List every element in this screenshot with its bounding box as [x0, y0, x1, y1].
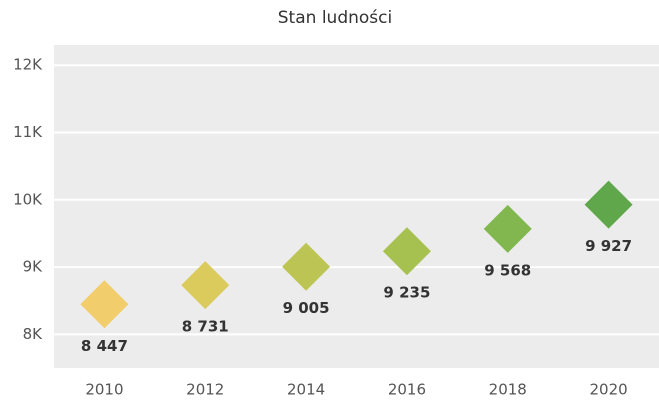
- y-tick-label: 11K: [13, 123, 43, 141]
- x-tick-label: 2020: [589, 381, 627, 399]
- y-tick-label: 12K: [13, 56, 43, 74]
- y-tick-label: 9K: [23, 258, 44, 276]
- data-label: 8 731: [182, 318, 229, 336]
- data-label: 9 235: [383, 284, 430, 302]
- data-label: 9 568: [484, 261, 531, 279]
- y-tick-label: 8K: [23, 325, 44, 343]
- data-label: 9 927: [585, 237, 632, 255]
- x-tick-label: 2014: [287, 381, 325, 399]
- y-tick-label: 10K: [13, 190, 43, 208]
- diamond-marker: [584, 180, 633, 229]
- diamond-marker: [80, 280, 129, 329]
- x-tick-label: 2010: [85, 381, 123, 399]
- diamond-marker: [282, 242, 331, 291]
- data-label: 8 447: [81, 337, 128, 355]
- diamond-marker: [181, 261, 230, 310]
- data-label: 9 005: [283, 299, 330, 317]
- x-tick-label: 2018: [489, 381, 527, 399]
- plot-area: [54, 45, 659, 368]
- x-tick-label: 2012: [186, 381, 224, 399]
- chart-title: Stan ludności: [278, 8, 392, 28]
- diamond-marker: [382, 227, 431, 276]
- diamond-marker: [483, 204, 532, 253]
- x-tick-label: 2016: [388, 381, 426, 399]
